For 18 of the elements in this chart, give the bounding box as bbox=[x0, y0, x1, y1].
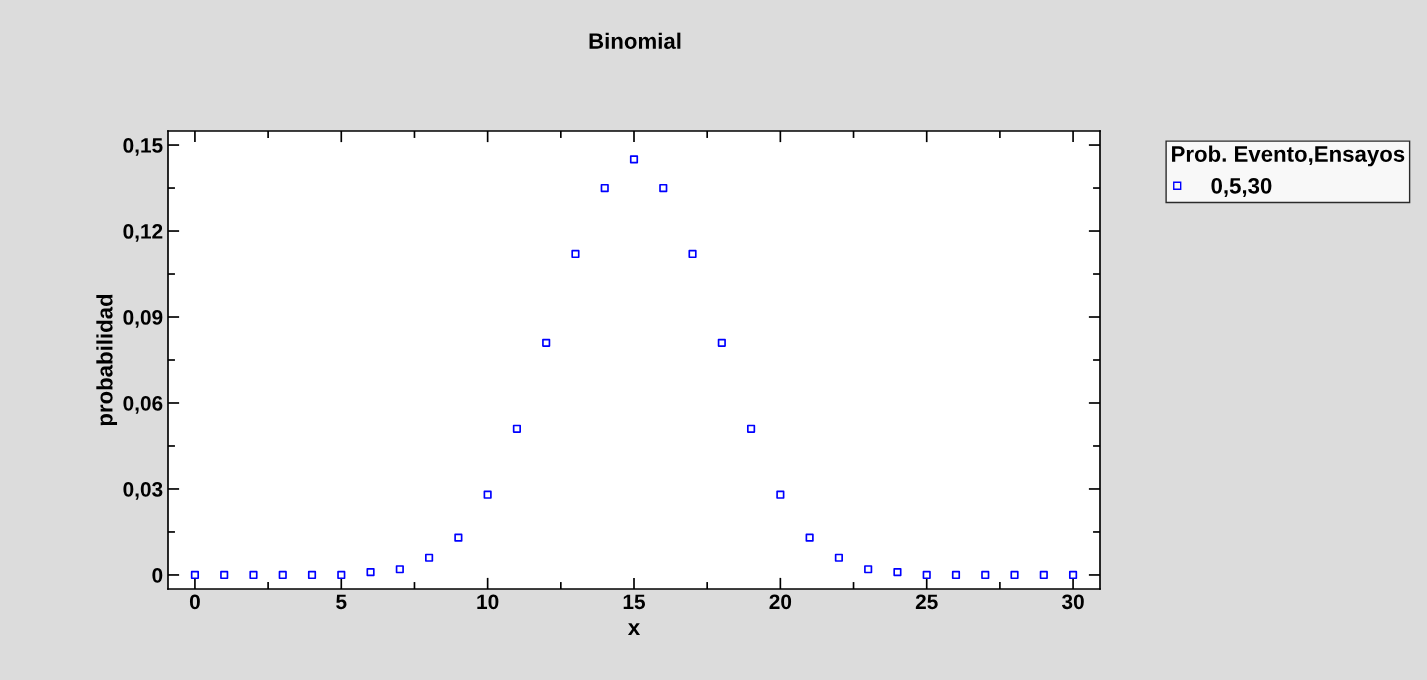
x-tick-label: 25 bbox=[915, 594, 938, 610]
legend-label: 0,5,30 bbox=[1211, 177, 1272, 197]
x-tick-label: 10 bbox=[477, 594, 499, 610]
y-tick-label: 0,15 bbox=[123, 138, 163, 156]
x-tick-label: 20 bbox=[769, 594, 792, 610]
x-tick-label: 5 bbox=[336, 594, 347, 610]
x-tick-label: 30 bbox=[1061, 594, 1084, 610]
chart-title: Binomial bbox=[589, 32, 681, 49]
x-axis-title: x bbox=[627, 623, 641, 635]
x-tick-label: 0 bbox=[189, 594, 200, 610]
y-tick-label: 0,06 bbox=[123, 395, 163, 414]
y-tick-label: 0 bbox=[152, 567, 163, 583]
y-tick-label: 0,09 bbox=[123, 310, 163, 328]
y-tick-label: 0,12 bbox=[123, 224, 163, 242]
y-tick-label: 0,03 bbox=[123, 481, 163, 500]
legend-title: Prob. Evento,Ensayos bbox=[1172, 145, 1405, 167]
x-tick-label: 15 bbox=[623, 594, 646, 610]
y-axis-title: probabilidad bbox=[96, 294, 118, 426]
